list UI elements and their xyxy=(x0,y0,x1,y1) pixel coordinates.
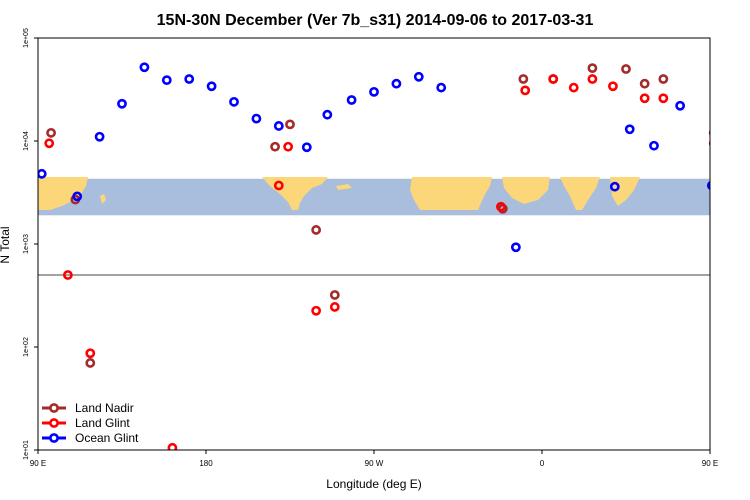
point-land-nadir xyxy=(285,119,295,130)
y-tick-label: 1e+05 xyxy=(23,28,30,48)
point-land-nadir xyxy=(639,78,650,89)
point-ocean-glint xyxy=(301,142,312,153)
point-land-nadir xyxy=(329,290,340,300)
point-land-glint xyxy=(639,93,650,104)
point-ocean-glint xyxy=(706,180,710,191)
x-tick-label: 180 xyxy=(199,459,213,468)
y-tick-label: 1e+01 xyxy=(23,440,30,460)
y-axis-label: N Total xyxy=(0,226,12,263)
point-ocean-glint xyxy=(251,113,262,124)
map-land-north-america xyxy=(262,177,328,210)
point-ocean-glint xyxy=(229,96,239,107)
x-axis: 90 E 180 90 W 0 90 E xyxy=(30,450,718,468)
point-ocean-glint xyxy=(369,86,379,97)
point-ocean-glint xyxy=(346,95,357,105)
point-ocean-glint xyxy=(72,191,83,202)
point-ocean-glint xyxy=(184,74,195,84)
point-land-glint xyxy=(608,81,618,92)
point-ocean-glint xyxy=(139,62,150,73)
legend-marker-land-nadir xyxy=(49,403,59,413)
point-land-nadir xyxy=(621,64,631,74)
point-land-nadir xyxy=(658,74,669,84)
point-ocean-glint xyxy=(609,181,620,192)
x-axis-label: Longitude (deg E) xyxy=(326,477,421,491)
point-land-glint xyxy=(658,93,669,104)
map-ocean xyxy=(38,178,710,216)
point-land-nadir xyxy=(46,127,56,138)
point-land-glint xyxy=(273,180,284,191)
point-land-glint xyxy=(587,74,598,84)
legend-marker-ocean-glint xyxy=(49,433,59,443)
point-ocean-glint xyxy=(161,75,172,86)
point-land-nadir xyxy=(85,358,96,368)
point-land-glint xyxy=(85,348,96,359)
point-land-glint xyxy=(496,201,506,212)
point-land-nadir xyxy=(270,141,280,152)
x-tick-label: 90 W xyxy=(365,459,384,468)
map-land-cuba xyxy=(336,184,352,190)
map-land-africa xyxy=(410,177,492,210)
point-land-nadir xyxy=(518,74,529,84)
y-axis: 1e+01 1e+02 1e+03 1e+04 1e+05 xyxy=(23,28,38,460)
point-ocean-glint xyxy=(94,131,105,142)
x-tick-label: 90 E xyxy=(702,459,718,468)
y-tick-label: 1e+04 xyxy=(23,131,30,151)
map-land-arabia xyxy=(502,177,550,204)
map-land-india xyxy=(560,177,600,210)
point-land-glint xyxy=(311,305,322,316)
point-ocean-glint xyxy=(510,242,521,253)
point-ocean-glint xyxy=(624,124,635,135)
point-land-glint xyxy=(62,270,73,280)
point-ocean-glint xyxy=(675,100,686,111)
point-land-glint xyxy=(548,74,559,84)
y-tick-label: 1e+03 xyxy=(23,234,30,254)
legend-label-land-nadir: Land Nadir xyxy=(75,401,134,415)
point-land-glint xyxy=(568,82,579,93)
point-land-glint xyxy=(167,442,178,450)
point-ocean-glint xyxy=(391,78,402,89)
map-land-asia-east xyxy=(38,177,88,210)
point-land-nadir xyxy=(587,63,598,74)
point-ocean-glint xyxy=(649,140,659,151)
x-tick-label: 90 E xyxy=(30,459,46,468)
y-tick-label: 1e+02 xyxy=(23,337,30,357)
legend-label-ocean-glint: Ocean Glint xyxy=(75,431,139,445)
point-ocean-glint xyxy=(413,71,424,82)
world-map-strip xyxy=(38,177,710,216)
point-ocean-glint xyxy=(117,98,127,109)
legend-marker-land-glint xyxy=(49,418,59,428)
point-ocean-glint xyxy=(322,109,333,120)
point-land-glint xyxy=(283,141,294,152)
point-ocean-glint xyxy=(436,82,447,93)
map-land-philippines xyxy=(100,194,106,204)
point-land-glint xyxy=(329,302,340,312)
point-ocean-glint xyxy=(273,121,284,131)
chart-title: 15N-30N December (Ver 7b_s31) 2014-09-06… xyxy=(157,12,594,29)
x-tick-label: 0 xyxy=(540,459,545,468)
point-ocean-glint xyxy=(206,81,217,92)
data-points xyxy=(38,62,710,450)
legend-label-land-glint: Land Glint xyxy=(75,416,130,430)
point-land-glint xyxy=(520,85,531,96)
point-land-glint xyxy=(44,138,55,149)
point-land-nadir xyxy=(311,225,322,235)
